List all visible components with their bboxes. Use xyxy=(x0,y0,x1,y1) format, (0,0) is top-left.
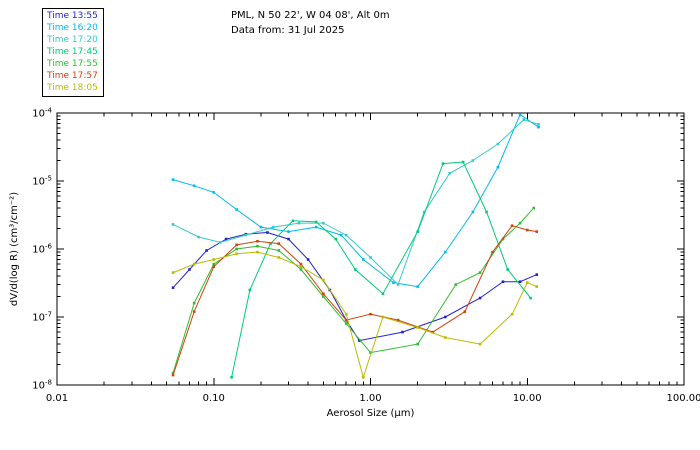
svg-text:10-8: 10-8 xyxy=(32,379,52,392)
svg-text:10-5: 10-5 xyxy=(32,175,52,188)
legend-item: Time 17:55 xyxy=(47,59,98,69)
svg-text:10-6: 10-6 xyxy=(32,243,52,256)
svg-text:10-7: 10-7 xyxy=(32,311,52,324)
chart-subtitle: Data from: 31 Jul 2025 xyxy=(231,25,345,36)
legend-item: Time 13:55 xyxy=(47,11,98,21)
svg-text:1.00: 1.00 xyxy=(359,393,381,404)
legend-item: Time 17:45 xyxy=(47,47,98,57)
chart-header: PML, N 50 22', W 04 08', Alt 0m Data fro… xyxy=(231,8,390,38)
svg-text:Aerosol Size (μm): Aerosol Size (μm) xyxy=(327,408,415,419)
svg-text:0.10: 0.10 xyxy=(203,393,225,404)
svg-text:10-4: 10-4 xyxy=(32,107,52,120)
legend-item: Time 17:57 xyxy=(47,71,98,81)
axes: 0.01 0.10 1.00 10.00 100.00 10-8 10-7 10-6 10-5 1… xyxy=(9,107,700,420)
svg-text:100.00: 100.00 xyxy=(667,393,700,404)
chart-title: PML, N 50 22', W 04 08', Alt 0m xyxy=(231,10,390,21)
legend-item: Time 17:20 xyxy=(47,35,98,45)
svg-text:0.01: 0.01 xyxy=(46,393,68,404)
series-lines xyxy=(171,113,540,380)
legend-item: Time 16:20 xyxy=(47,23,98,33)
legend-item: Time 18:05 xyxy=(47,83,98,93)
svg-text:10.00: 10.00 xyxy=(513,393,542,404)
svg-text:dV/d(log R) (cm³/cm⁻²): dV/d(log R) (cm³/cm⁻²) xyxy=(9,192,20,306)
legend: Time 13:55 Time 16:20 Time 17:20 Time 17:45… xyxy=(42,8,104,97)
